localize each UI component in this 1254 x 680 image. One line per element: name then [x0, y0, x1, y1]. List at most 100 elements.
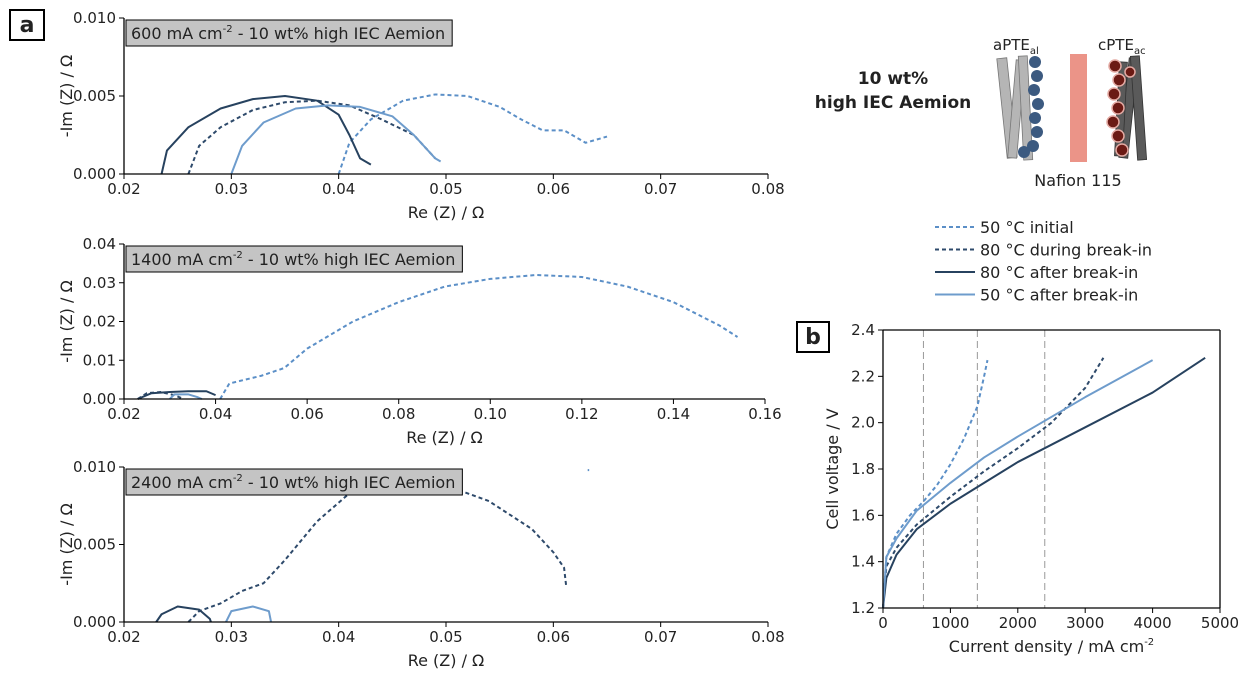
label: -Im (Z) / Ω	[57, 503, 76, 585]
x-tick-label: 0.03	[215, 628, 248, 646]
y-tick-label: 2.0	[851, 414, 875, 432]
x-tick-label: 0.05	[429, 628, 462, 646]
label: -Im (Z) / Ω	[57, 55, 76, 137]
x-tick-label: 0.04	[199, 405, 232, 423]
y-tick-label: 2.4	[851, 321, 875, 339]
x-tick-label: 0.10	[474, 405, 507, 423]
y-tick-label: 0.005	[73, 536, 116, 554]
x-tick-label: 0.02	[107, 628, 140, 646]
y-tick-label: 1.4	[851, 553, 875, 571]
label: 2400 mA cm-2 - 10 wt% high IEC Aemion	[131, 473, 455, 492]
data-line	[160, 95, 372, 175]
label-sup: -2	[223, 24, 233, 35]
membrane-label: Nafion 115	[1034, 171, 1121, 190]
data-line	[219, 274, 739, 400]
data-line	[137, 390, 216, 400]
panel-label: a	[20, 13, 35, 38]
label-sup: -2	[1144, 637, 1154, 648]
y-tick-label: 0.04	[83, 235, 116, 253]
data-line	[230, 104, 442, 175]
label-text: Current density / mA cm	[949, 637, 1144, 656]
title-background	[125, 245, 463, 273]
y-tick-label: 0.01	[83, 351, 116, 369]
data-line	[882, 359, 1154, 609]
label: Re (Z) / Ω	[408, 651, 485, 670]
data-line	[882, 359, 989, 609]
title-background	[125, 19, 453, 47]
y-tick-label: 0.005	[73, 87, 116, 105]
y-tick-label: 0.010	[73, 9, 116, 27]
y-tick-label: 0.000	[73, 165, 116, 183]
membrane	[1070, 54, 1087, 162]
label: Current density / mA cm-2	[949, 637, 1154, 656]
x-tick-label: 0.07	[644, 628, 677, 646]
x-tick-label: 5000	[1201, 614, 1239, 632]
legend-label: 80 °C after break-in	[980, 263, 1138, 282]
x-tick-label: 2000	[999, 614, 1037, 632]
x-tick-label: 0.03	[215, 180, 248, 198]
x-tick-label: 0.12	[565, 405, 598, 423]
y-tick-label: 0.010	[73, 458, 116, 476]
y-tick-label: 2.2	[851, 367, 875, 385]
label: -Im (Z) / Ω	[57, 280, 76, 362]
y-tick-label: 0.000	[73, 613, 116, 631]
label-text: 1400 mA cm	[131, 250, 233, 269]
data-line	[187, 481, 568, 623]
data-line	[882, 356, 1206, 609]
anode-sub: al	[1030, 46, 1039, 57]
label-sup: -2	[233, 250, 243, 261]
y-tick-label: 1.6	[851, 506, 875, 524]
data-line	[169, 393, 203, 400]
diagram: 10 wt% high IEC Aemion aPTEal cPTEac Naf…	[815, 36, 1148, 190]
x-tick-label: 4000	[1134, 614, 1172, 632]
x-tick-label: 0.08	[382, 405, 415, 423]
anode-label: aPTEal	[993, 36, 1039, 57]
x-tick-label: 0.16	[748, 405, 781, 423]
legend-label: 50 °C initial	[980, 218, 1074, 237]
label: 600 mA cm-2 - 10 wt% high IEC Aemion	[131, 24, 445, 43]
label-tail: - 10 wt% high IEC Aemion	[243, 250, 456, 269]
cathode-text: cPTE	[1098, 36, 1134, 54]
cathode-sub: ac	[1134, 46, 1146, 57]
anode-text: aPTE	[993, 36, 1030, 54]
y-tick-label: 1.8	[851, 460, 875, 478]
y-tick-label: 0.02	[83, 313, 116, 331]
x-tick-label: 0.04	[322, 628, 355, 646]
diagram-heading: high IEC Aemion	[815, 93, 971, 113]
title-background	[125, 468, 463, 496]
label-sup: -2	[233, 473, 243, 484]
title-box: 600 mA cm-2 - 10 wt% high IEC Aemion	[125, 19, 453, 47]
data-line	[337, 93, 608, 175]
cathode-label: cPTEac	[1098, 36, 1146, 57]
title-box: 2400 mA cm-2 - 10 wt% high IEC Aemion	[125, 468, 463, 496]
x-tick-label: 0	[878, 614, 888, 632]
data-line	[155, 605, 212, 623]
x-tick-label: 0.08	[751, 180, 784, 198]
x-tick-label: 0.02	[107, 180, 140, 198]
panel-label: b	[805, 325, 821, 350]
legend-label: 50 °C after break-in	[980, 286, 1138, 305]
label-tail: - 10 wt% high IEC Aemion	[243, 473, 456, 492]
legend-label: 80 °C during break-in	[980, 241, 1152, 260]
y-tick-label: 0.00	[83, 390, 116, 408]
x-tick-label: 0.06	[537, 180, 570, 198]
label-tail: - 10 wt% high IEC Aemion	[233, 24, 446, 43]
x-tick-label: 0.14	[657, 405, 690, 423]
x-tick-label: 0.07	[644, 180, 677, 198]
label-text: 2400 mA cm	[131, 473, 233, 492]
y-tick-label: 0.03	[83, 274, 116, 292]
data-line	[225, 605, 273, 623]
title-box: 1400 mA cm-2 - 10 wt% high IEC Aemion	[125, 245, 463, 273]
x-tick-label: 0.05	[429, 180, 462, 198]
label: 1400 mA cm-2 - 10 wt% high IEC Aemion	[131, 250, 455, 269]
y-tick-label: 1.2	[851, 599, 875, 617]
panel-box	[9, 9, 45, 41]
x-tick-label: 0.04	[322, 180, 355, 198]
data-line	[187, 99, 437, 175]
diagram-heading: 10 wt%	[858, 69, 928, 89]
x-tick-label: 0.06	[537, 628, 570, 646]
x-tick-label: 0.02	[107, 405, 140, 423]
x-tick-label: 0.06	[290, 405, 323, 423]
x-tick-label: 3000	[1066, 614, 1104, 632]
